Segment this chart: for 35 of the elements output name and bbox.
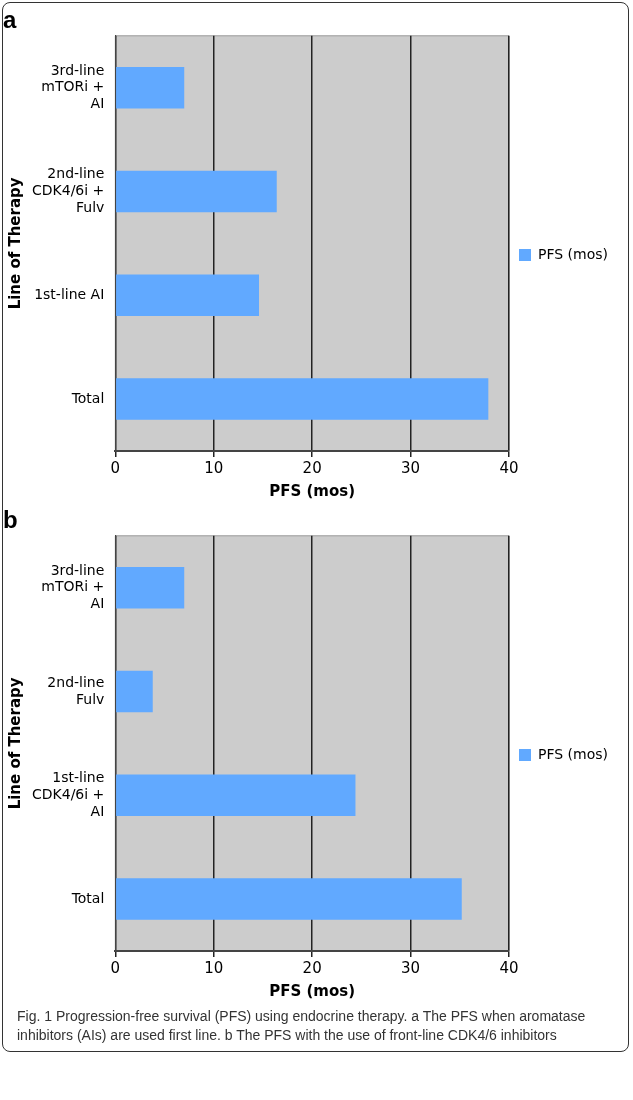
x-axis-title: PFS (mos) <box>269 481 356 500</box>
x-tick-label: 0 <box>110 958 121 977</box>
bar <box>116 378 489 420</box>
y-tick-label: Total <box>70 389 105 406</box>
x-tick-label: 10 <box>204 458 224 477</box>
bar <box>116 66 185 109</box>
x-tick-label: 40 <box>499 458 519 477</box>
x-tick-label: 30 <box>401 958 421 977</box>
x-tick-label: 40 <box>499 958 519 977</box>
chart-title: b <box>3 506 18 534</box>
x-axis-title: PFS (mos) <box>269 981 356 1000</box>
x-tick-label: 30 <box>401 458 421 477</box>
y-tick-label: 1st-line CDK4/6i + AI <box>31 769 105 819</box>
y-axis-title: Line of Therapy <box>5 177 24 310</box>
x-tick-label: 10 <box>204 958 224 977</box>
bar <box>116 878 462 920</box>
y-tick-label: 2nd-line CDK4/6i + Fulv <box>31 165 105 215</box>
y-tick-label: 3rd-line mTORi + AI <box>41 561 105 612</box>
bar <box>116 670 153 713</box>
x-tick-label: 20 <box>302 458 322 477</box>
y-tick-label: 2nd-line Fulv <box>47 673 105 707</box>
bar <box>116 170 277 213</box>
y-tick-label: 3rd-line mTORi + AI <box>41 61 105 112</box>
y-tick-label: Total <box>70 889 105 906</box>
legend-label: PFS (mos) <box>537 245 609 262</box>
bar <box>116 566 185 609</box>
x-tick-label: 0 <box>110 458 121 477</box>
chart-title: a <box>3 6 17 34</box>
y-tick-label: 1st-line AI <box>34 285 105 302</box>
y-axis-title: Line of Therapy <box>5 677 24 810</box>
x-tick-label: 20 <box>302 958 322 977</box>
bar <box>116 274 260 317</box>
caption: Fig. 1 Progression-free survival (PFS) using endocrine therapy. a The PFS when aromatase inhibitors (AIs) are used first line. b The PFS with the use of front-line CDK4/6 inhibitors <box>16 1007 587 1045</box>
bar <box>116 774 356 817</box>
legend-label: PFS (mos) <box>537 745 609 762</box>
